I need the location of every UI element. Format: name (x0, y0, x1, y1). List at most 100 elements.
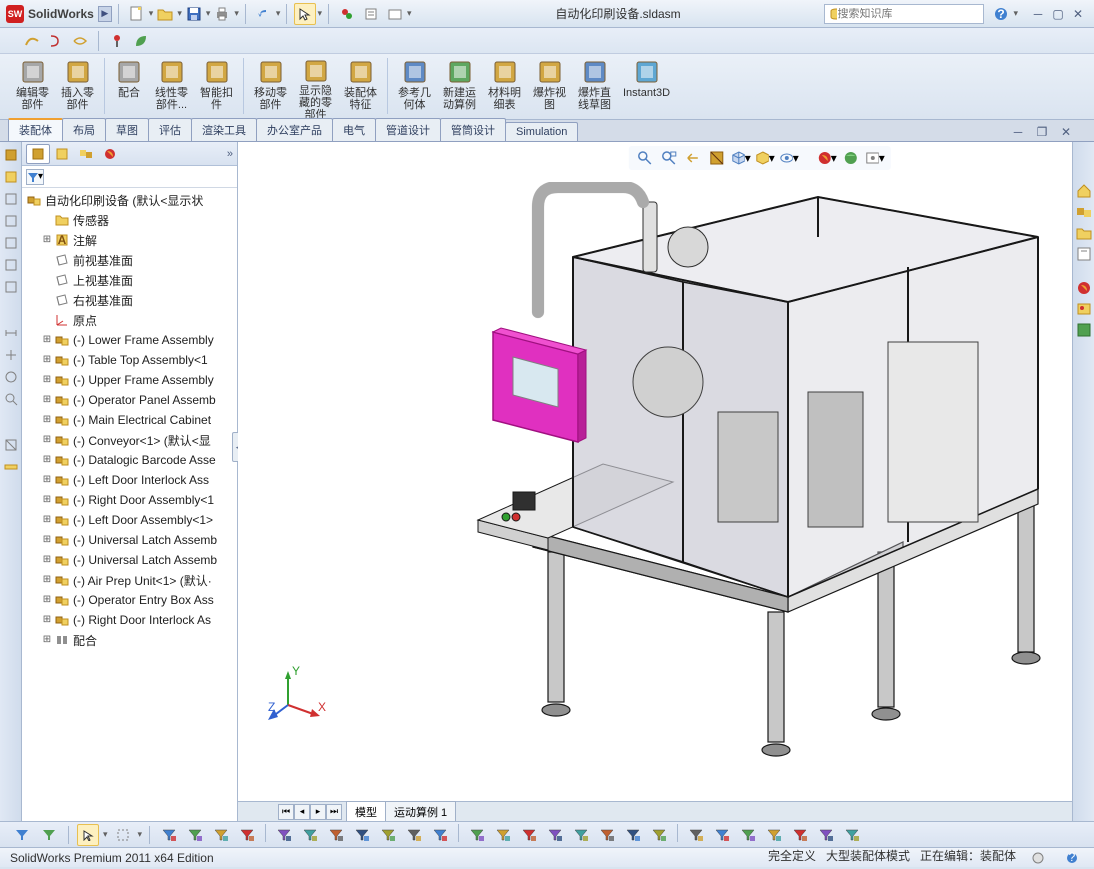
maximize-button[interactable]: ▢ (1048, 5, 1068, 23)
search-box[interactable] (824, 4, 984, 24)
status-custom-icon[interactable] (1027, 847, 1049, 869)
menu-expand-button[interactable]: ▶ (98, 6, 112, 22)
strip-dim-icon[interactable] (2, 324, 20, 342)
strip-section-icon[interactable] (2, 436, 20, 454)
tree-root-item[interactable]: 自动化印刷设备 (默认<显示状 (22, 190, 237, 210)
minimize-button[interactable]: ─ (1028, 5, 1048, 23)
tree-item-12[interactable]: ⊞(-) Datalogic Barcode Asse (22, 450, 237, 470)
bt-filter1-icon[interactable] (11, 824, 33, 846)
bt-filter-8[interactable] (377, 824, 399, 846)
tree-item-16[interactable]: ⊞(-) Universal Latch Assemb (22, 530, 237, 550)
tab-管道设计[interactable]: 管道设计 (375, 118, 441, 141)
bt-filter-2[interactable] (210, 824, 232, 846)
tree-item-3[interactable]: 上视基准面 (22, 270, 237, 290)
ribbon-btn-5[interactable]: 移动零 部件 (248, 56, 293, 118)
appearance-icon[interactable]: ▾ (817, 148, 837, 168)
tree-expand-icon[interactable]: ⊞ (40, 514, 54, 526)
tree-expand-icon[interactable]: ⊞ (40, 534, 54, 546)
bt-filter-5[interactable] (299, 824, 321, 846)
tree-expand-icon[interactable]: ⊞ (40, 454, 54, 466)
bt-filter-12[interactable] (492, 824, 514, 846)
tree-item-11[interactable]: ⊞(-) Conveyor<1> (默认<显 (22, 430, 237, 450)
tree-expand-icon[interactable]: ⊞ (40, 494, 54, 506)
view-tab-1[interactable]: 运动算例 1 (385, 801, 456, 822)
bt-filter-0[interactable] (158, 824, 180, 846)
bt-filter-4[interactable] (273, 824, 295, 846)
view-orient-icon[interactable]: ▾ (731, 148, 751, 168)
bt-filter2-icon[interactable] (38, 824, 60, 846)
ribbon-btn-8[interactable]: 参考几 何体 (392, 56, 437, 118)
filter-button[interactable]: ▾ (26, 169, 44, 185)
bt-filter-24[interactable] (815, 824, 837, 846)
bt-filter-9[interactable] (403, 824, 425, 846)
scene-icon[interactable] (841, 148, 861, 168)
ribbon-btn-4[interactable]: 智能扣 件 (194, 56, 239, 118)
tree-item-0[interactable]: 传感器 (22, 210, 237, 230)
tree-item-6[interactable]: ⊞(-) Lower Frame Assembly (22, 330, 237, 350)
doc-restore-button[interactable]: ❐ (1032, 123, 1052, 141)
bt-filter-17[interactable] (622, 824, 644, 846)
tree-item-21[interactable]: ⊞配合 (22, 630, 237, 650)
tree-expand-icon[interactable]: ⊞ (40, 414, 54, 426)
tree-item-19[interactable]: ⊞(-) Operator Entry Box Ass (22, 590, 237, 610)
strip-surface-icon[interactable] (2, 256, 20, 274)
bt-filter-25[interactable] (841, 824, 863, 846)
print-button[interactable] (211, 3, 233, 25)
tree-expand-icon[interactable]: ⊞ (40, 334, 54, 346)
tree-item-7[interactable]: ⊞(-) Table Top Assembly<1 (22, 350, 237, 370)
bt-filter-1[interactable] (184, 824, 206, 846)
tree-tab-feature[interactable] (26, 144, 50, 164)
tree-item-10[interactable]: ⊞(-) Main Electrical Cabinet (22, 410, 237, 430)
bt-filter-10[interactable] (429, 824, 451, 846)
ribbon-btn-9[interactable]: 新建运 动算例 (437, 56, 482, 118)
tree-expand-icon[interactable]: ⊞ (40, 594, 54, 606)
zoom-area-icon[interactable] (659, 148, 679, 168)
ribbon-btn-1[interactable]: 插入零 部件 (55, 56, 100, 118)
bt-filter-21[interactable] (737, 824, 759, 846)
rebuild-button[interactable] (336, 3, 358, 25)
tree-item-20[interactable]: ⊞(-) Right Door Interlock As (22, 610, 237, 630)
pin-tool-icon[interactable] (106, 30, 128, 52)
ribbon-btn-7[interactable]: 装配体 特征 (338, 56, 383, 118)
strip-rotate-icon[interactable] (2, 368, 20, 386)
strip-assembly-icon[interactable] (2, 146, 20, 164)
save-button[interactable] (183, 3, 205, 25)
tree-expand-icon[interactable]: ⊞ (40, 434, 54, 446)
tree-body[interactable]: 自动化印刷设备 (默认<显示状 传感器⊞A注解前视基准面上视基准面右视基准面原点… (22, 188, 237, 821)
ribbon-btn-12[interactable]: 爆炸直 线草图 (572, 56, 617, 118)
tree-expand-icon[interactable]: ⊞ (40, 354, 54, 366)
search-input[interactable] (837, 8, 979, 20)
tree-expand-icon[interactable]: ⊞ (40, 554, 54, 566)
ribbon-btn-13[interactable]: Instant3D (617, 56, 676, 118)
display-style-icon[interactable]: ▾ (755, 148, 775, 168)
tree-expand-icon[interactable]: ⊞ (40, 374, 54, 386)
tree-item-4[interactable]: 右视基准面 (22, 290, 237, 310)
tree-tab-property[interactable] (50, 144, 74, 164)
zoom-fit-icon[interactable] (635, 148, 655, 168)
vtab-next-button[interactable]: ▸ (310, 804, 326, 820)
strip-zoom-icon[interactable] (2, 390, 20, 408)
bt-filter-11[interactable] (466, 824, 488, 846)
tab-Simulation[interactable]: Simulation (505, 122, 578, 141)
strip-sketch-icon[interactable] (2, 234, 20, 252)
bt-filter-14[interactable] (544, 824, 566, 846)
strip-move-icon[interactable] (2, 346, 20, 364)
tab-渲染工具[interactable]: 渲染工具 (191, 118, 257, 141)
undo-button[interactable] (253, 3, 275, 25)
tree-item-13[interactable]: ⊞(-) Left Door Interlock Ass (22, 470, 237, 490)
tab-草图[interactable]: 草图 (105, 118, 149, 141)
vtab-first-button[interactable]: ⏮ (278, 804, 294, 820)
strip-drawing-icon[interactable] (2, 190, 20, 208)
tab-评估[interactable]: 评估 (148, 118, 192, 141)
tree-expand-icon[interactable]: ⊞ (40, 614, 54, 626)
strip-measure-icon[interactable] (2, 458, 20, 476)
ribbon-btn-10[interactable]: 材料明 细表 (482, 56, 527, 118)
tree-item-8[interactable]: ⊞(-) Upper Frame Assembly (22, 370, 237, 390)
tab-管筒设计[interactable]: 管筒设计 (440, 118, 506, 141)
bt-filter-3[interactable] (236, 824, 258, 846)
tree-item-9[interactable]: ⊞(-) Operator Panel Assemb (22, 390, 237, 410)
bt-filter-7[interactable] (351, 824, 373, 846)
open-doc-button[interactable] (154, 3, 176, 25)
spline-tool-icon[interactable] (21, 30, 43, 52)
tree-expand-icon[interactable]: ⊞ (40, 474, 54, 486)
